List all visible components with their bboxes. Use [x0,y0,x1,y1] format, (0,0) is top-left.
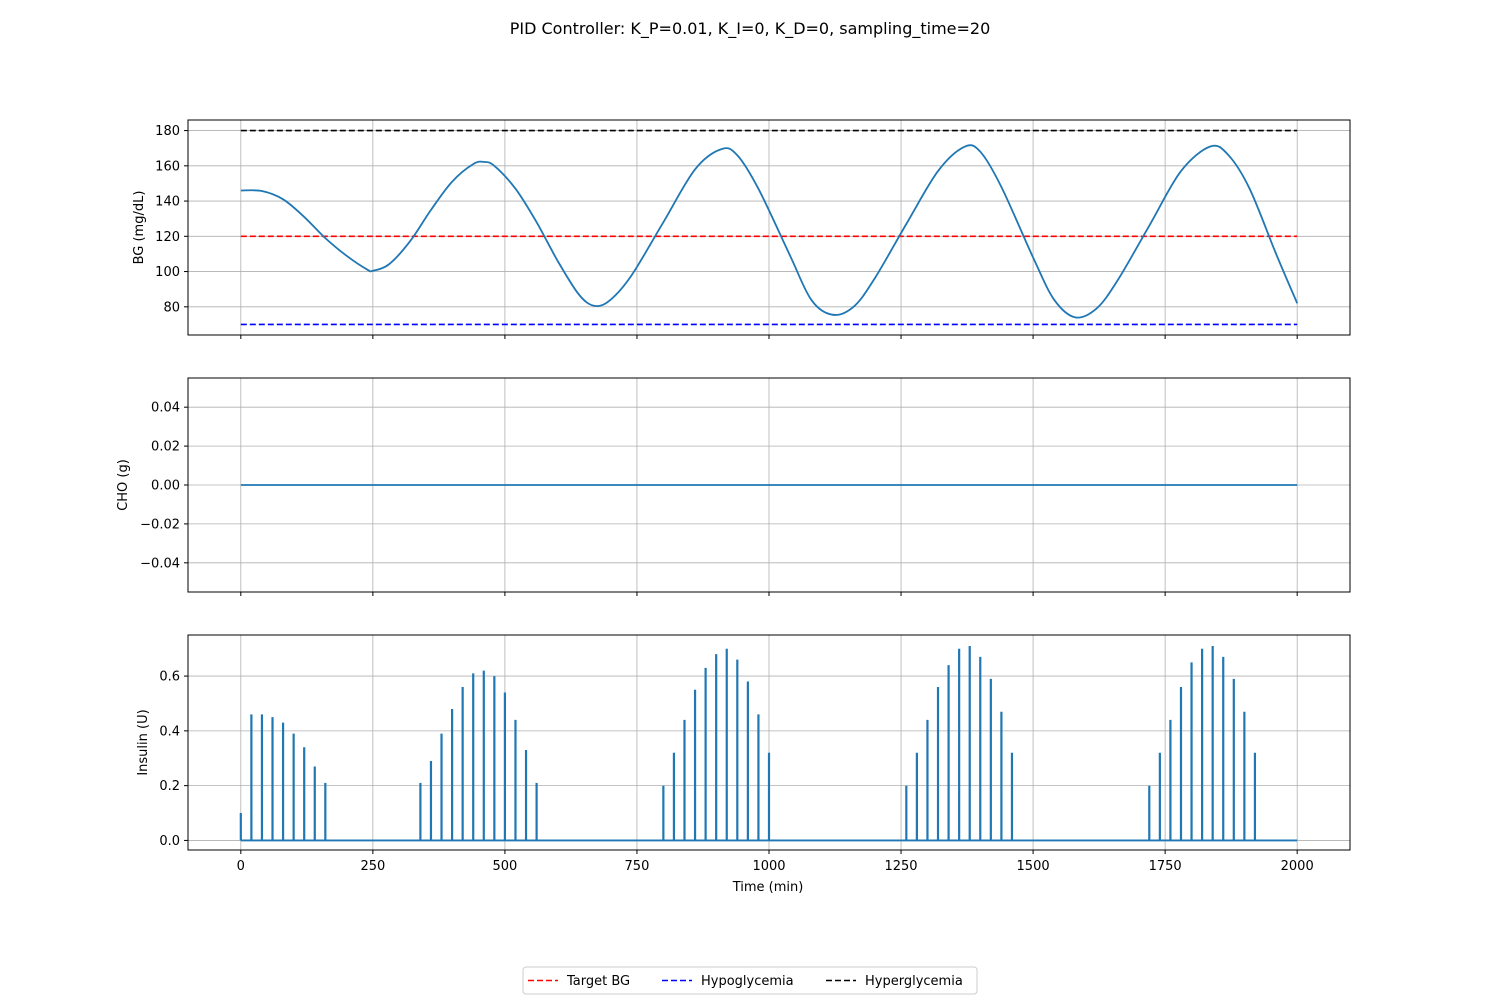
cho-y-tick-label: 0.00 [151,479,180,494]
bg-y-tick-label: 180 [155,124,180,139]
legend-label: Hypoglycemia [701,974,794,989]
insulin-y-tick-label: 0.6 [159,670,180,685]
bg-y-tick-label: 80 [163,300,180,315]
insulin-y-axis-label: Insulin (U) [136,709,151,775]
legend-label: Hyperglycemia [865,974,963,989]
insulin-y-tick-label: 0.4 [159,724,180,739]
chart-title: PID Controller: K_P=0.01, K_I=0, K_D=0, … [510,19,991,39]
bg-y-axis-label: BG (mg/dL) [132,191,147,265]
cho-y-tick-label: −0.02 [140,517,180,532]
x-tick-label: 0 [237,859,245,874]
bg-y-tick-label: 100 [155,265,180,280]
cho-y-tick-label: 0.04 [151,401,180,416]
bg-panel: 80 100 120 140 160 180 BG (mg/dL) [132,119,1351,339]
x-tick-label: 2000 [1281,859,1314,874]
x-tick-label: 1750 [1149,859,1182,874]
x-tick-label: 250 [360,859,385,874]
bg-series-line [240,144,1299,319]
legend: Target BG Hypoglycemia Hyperglycemia [522,966,978,995]
bg-y-tick-label: 120 [155,230,180,245]
cho-panel: −0.04 −0.02 0.00 0.02 0.04 CHO (g) [116,377,1351,596]
cho-y-tick-label: −0.04 [140,556,180,571]
bg-y-tick-label: 160 [155,159,180,174]
x-axis-label: Time (min) [732,880,804,895]
x-tick-label: 1250 [884,859,917,874]
legend-frame [522,966,978,995]
insulin-panel: 0.0 0.2 0.4 0.6 0 250 500 750 1000 1250 1500 1750 20… [136,634,1351,874]
legend-label: Target BG [566,974,630,989]
insulin-y-tick-label: 0.2 [159,779,180,794]
x-tick-label: 1500 [1017,859,1050,874]
bg-y-tick-label: 140 [155,195,180,210]
cho-y-tick-label: 0.02 [151,440,180,455]
x-tick-label: 1000 [752,859,785,874]
x-tick-label: 750 [625,859,650,874]
insulin-y-tick-label: 0.0 [159,834,180,849]
x-tick-label: 500 [492,859,517,874]
cho-y-axis-label: CHO (g) [116,459,131,511]
